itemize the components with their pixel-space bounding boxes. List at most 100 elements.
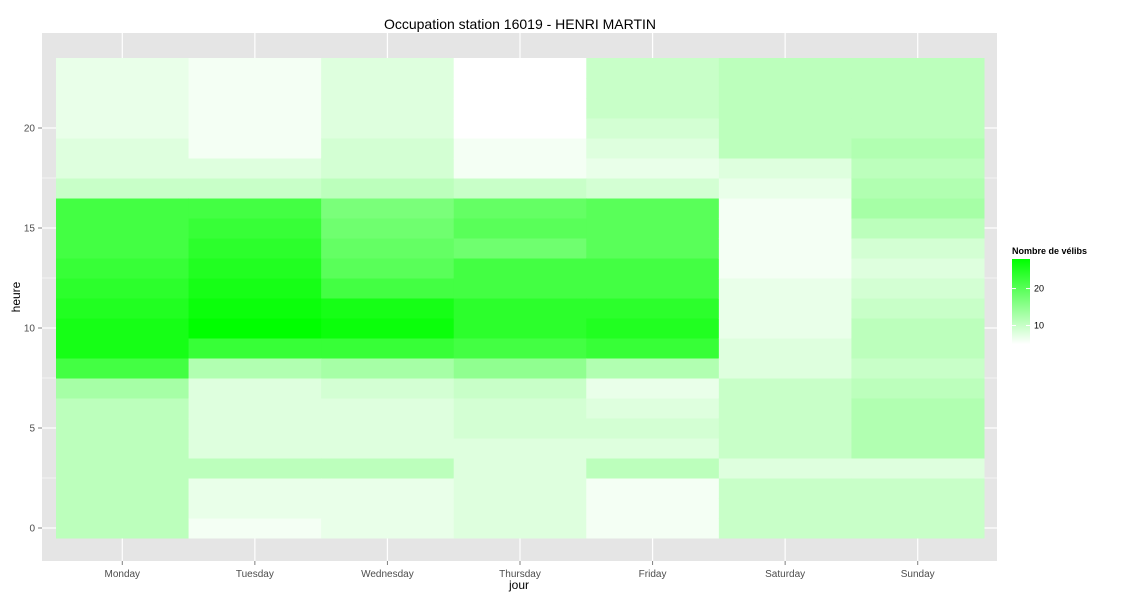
heatmap-cell [586,278,720,299]
heatmap-cell [718,78,852,99]
heatmap-cell [586,318,720,339]
heatmap-cell [586,498,720,519]
x-axis: Monday Tuesday Wednesday Thursday Friday Satu… [104,561,935,580]
heatmap-cell [851,158,985,179]
heatmap-cell [56,518,190,539]
heatmap-cell [718,298,852,319]
heatmap-cell [851,118,985,139]
heatmap-cell [188,498,322,519]
heatmap-cell [56,358,190,379]
heatmap-cell [56,318,190,339]
heatmap-cell [453,398,587,419]
heatmap-cell [718,58,852,79]
heatmap-cell [188,278,322,299]
y-axis-title: heure [9,281,23,312]
y-tick-label: 10 [24,324,36,335]
x-tick-label: Tuesday [236,569,274,580]
y-tick-label: 15 [24,224,36,235]
heatmap-cell [718,418,852,439]
heatmap-cell [718,258,852,279]
heatmap-cell [586,398,720,419]
x-tick-label: Wednesday [361,569,414,580]
heatmap-cell [453,498,587,519]
heatmap-cell [586,198,720,219]
heatmap-cell [851,218,985,239]
heatmap-cell [188,198,322,219]
heatmap-cell [453,298,587,319]
heatmap-cell [188,238,322,259]
heatmap-cell [56,158,190,179]
heatmap-cell [453,138,587,159]
heatmap-cell [586,78,720,99]
heatmap-cell [718,318,852,339]
heatmap-cell [321,98,455,119]
heatmap-cell [851,178,985,199]
heatmap-cell [586,58,720,79]
heatmap-cell [56,78,190,99]
heatmap-cell [321,58,455,79]
heatmap-cell [586,118,720,139]
heatmap-cell [321,278,455,299]
heatmap-cell [718,518,852,539]
heatmap-cell [453,58,587,79]
heatmap-cell [718,238,852,259]
heatmap-cell [453,478,587,499]
heatmap-cell [56,418,190,439]
heatmap-cell [453,218,587,239]
heatmap-cell [586,438,720,459]
heatmap-cell [453,78,587,99]
heatmap-cell [718,478,852,499]
heatmap-cell [453,378,587,399]
heatmap-cell [718,118,852,139]
heatmap-cell [453,518,587,539]
heatmap-cell [188,118,322,139]
heatmap-cell [56,478,190,499]
heatmap-cell [188,178,322,199]
heatmap-cell [586,158,720,179]
heatmap-cell [56,338,190,359]
heatmap-cell [321,238,455,259]
heatmap-cell [851,458,985,479]
heatmap-cell [321,78,455,99]
heatmap-cell [56,258,190,279]
heatmap-cell [851,78,985,99]
y-tick-label: 0 [29,524,35,535]
heatmap-cell [851,398,985,419]
heatmap-cell [718,438,852,459]
heatmap-cell [188,378,322,399]
heatmap-cell [586,238,720,259]
heatmap-cell [56,278,190,299]
heatmap-cell [586,338,720,359]
heatmap-tiles [56,58,985,539]
heatmap-cell [586,418,720,439]
heatmap-cell [453,178,587,199]
heatmap-cell [188,418,322,439]
heatmap-cell [188,158,322,179]
heatmap-cell [851,138,985,159]
heatmap-cell [56,498,190,519]
heatmap-cell [188,398,322,419]
heatmap-cell [851,378,985,399]
heatmap-cell [453,358,587,379]
heatmap-cell [321,498,455,519]
legend-colorbar [1012,259,1030,344]
heatmap-cell [321,178,455,199]
heatmap-cell [188,518,322,539]
heatmap-cell [851,258,985,279]
heatmap-cell [188,58,322,79]
heatmap-cell [851,358,985,379]
heatmap-cell [188,318,322,339]
heatmap-cell [851,478,985,499]
heatmap-cell [718,218,852,239]
x-tick-label: Friday [639,569,667,580]
heatmap-cell [321,378,455,399]
heatmap-cell [586,358,720,379]
heatmap-cell [851,58,985,79]
heatmap-cell [56,58,190,79]
heatmap-cell [321,218,455,239]
heatmap-cell [453,238,587,259]
heatmap-cell [56,198,190,219]
heatmap-cell [851,198,985,219]
x-tick-label: Monday [104,569,140,580]
